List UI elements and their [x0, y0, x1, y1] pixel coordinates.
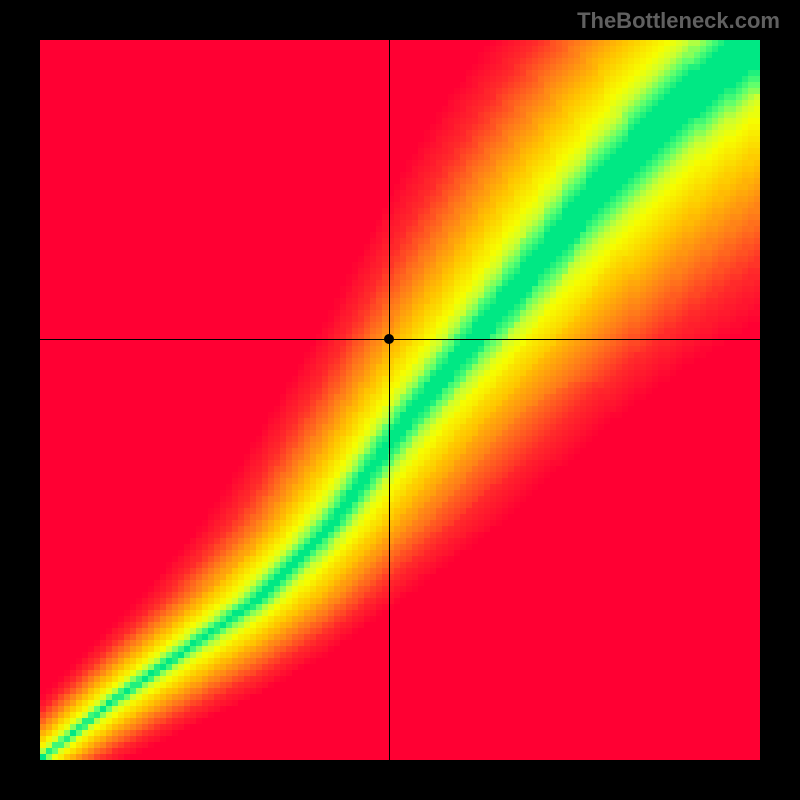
crosshair-vertical	[389, 40, 390, 760]
crosshair-horizontal	[40, 339, 760, 340]
marker-dot	[384, 334, 394, 344]
chart-container: { "watermark": "TheBottleneck.com", "cha…	[0, 0, 800, 800]
plot-area	[40, 40, 760, 760]
watermark-text: TheBottleneck.com	[577, 8, 780, 34]
heatmap-canvas	[40, 40, 760, 760]
